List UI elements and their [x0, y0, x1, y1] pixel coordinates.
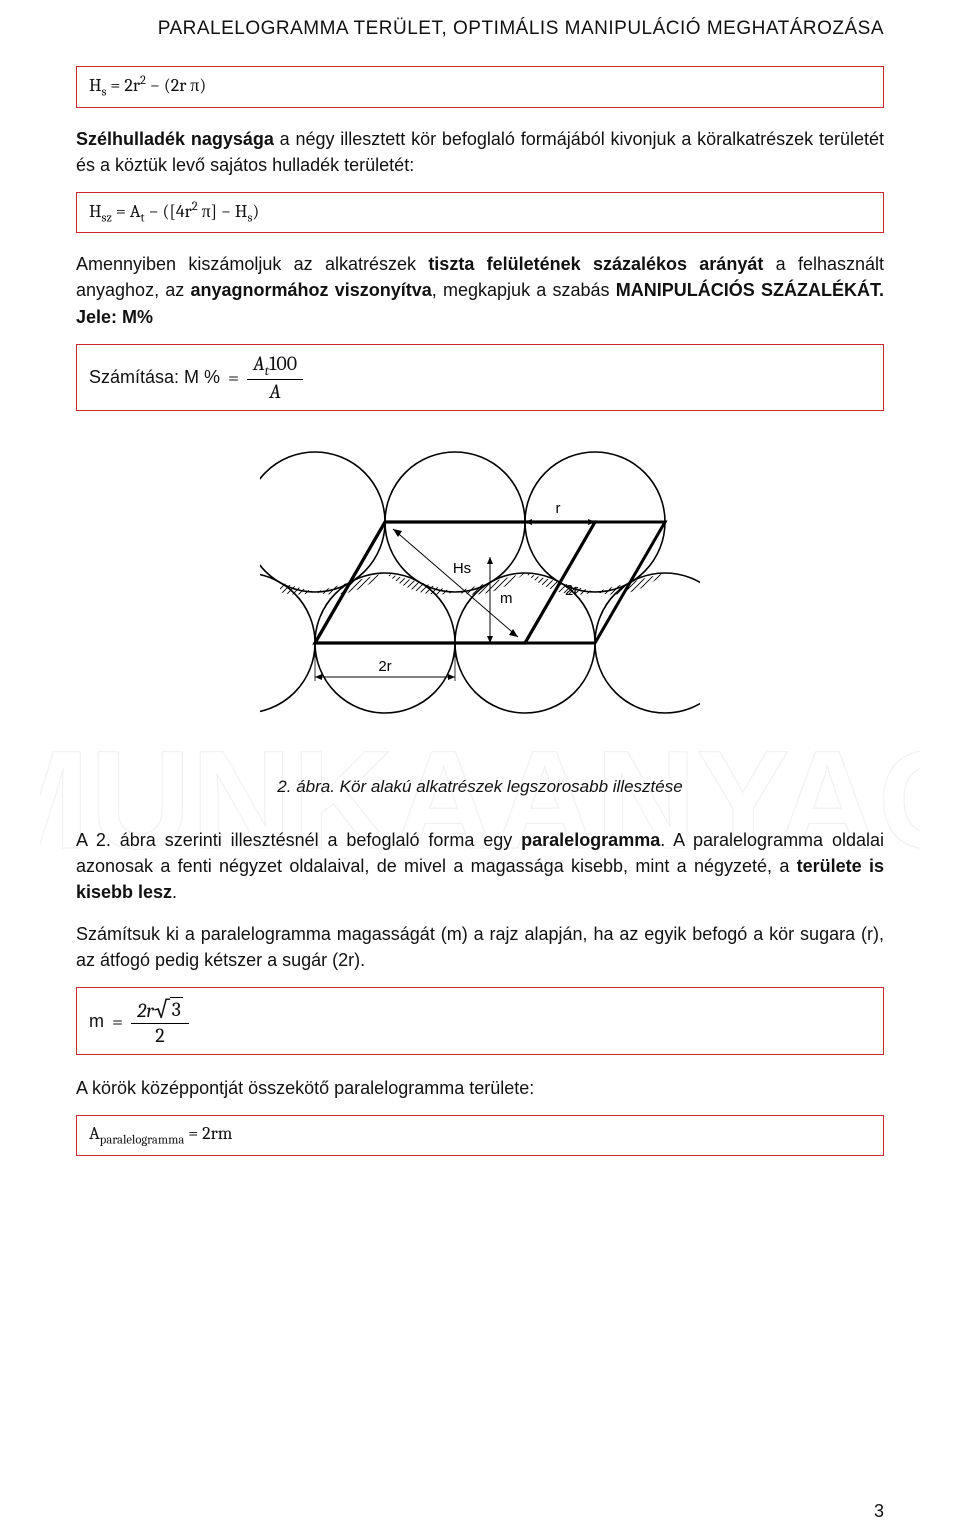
paragraph-4: Számítsuk ki a paralelogramma magasságát… — [76, 921, 884, 973]
formula-box-5: Aparalelogramma = 2rm — [76, 1115, 884, 1156]
formula-2-text: Hsz = At − ([4r2 π] − Hs) — [89, 201, 259, 222]
figure-2: r Hs m 2r 2r — [260, 447, 700, 757]
page-number: 3 — [874, 1501, 884, 1522]
formula-box-4: m = 2r√3 2 — [76, 987, 884, 1055]
svg-text:r: r — [556, 500, 561, 517]
paragraph-1: Szélhulladék nagysága a négy illesztett … — [76, 126, 884, 178]
para2-bold-b: anyagnormához viszonyítva — [191, 280, 432, 300]
para2-a: Amennyiben kiszámoljuk az alkatrészek — [76, 254, 428, 274]
formula3-label: Számítása: M % — [89, 367, 220, 388]
figure-caption: 2. ábra. Kör alakú alkatrészek legszoros… — [76, 777, 884, 797]
svg-text:2r: 2r — [378, 658, 391, 675]
page-header-title: PARALELOGRAMMA TERÜLET, OPTIMÁLIS MANIPU… — [76, 18, 884, 40]
para2-bold-a: tiszta felületének százalékos arányát — [428, 254, 763, 274]
formula3-fraction: At100 A — [247, 352, 303, 403]
para3-a: A 2. ábra szerinti illesztésnél a befogl… — [76, 830, 521, 850]
paragraph-5: A körök középpontját összekötő paralelog… — [76, 1075, 884, 1101]
formula5-text: Aparalelogramma = 2rm — [89, 1123, 232, 1144]
paragraph-2: Amennyiben kiszámoljuk az alkatrészek ti… — [76, 251, 884, 329]
formula4-fraction: 2r√3 2 — [131, 995, 189, 1047]
para1-lead: Szélhulladék nagysága — [76, 129, 274, 149]
formula4-lhs: m — [89, 1011, 104, 1032]
formula-box-2: Hsz = At − ([4r2 π] − Hs) — [76, 192, 884, 234]
svg-text:2r: 2r — [565, 582, 578, 599]
formula-box-3: Számítása: M % = At100 A — [76, 344, 884, 411]
formula-box-1: Hs = 2r2 − (2r π) — [76, 66, 884, 108]
svg-text:Hs: Hs — [453, 560, 471, 577]
formula-1-text: Hs = 2r2 − (2r π) — [89, 75, 206, 96]
paragraph-3: A 2. ábra szerinti illesztésnél a befogl… — [76, 827, 884, 905]
svg-text:m: m — [500, 590, 513, 607]
para2-c: , megkapjuk a szabás — [432, 280, 616, 300]
para3-bold: paralelogramma — [521, 830, 660, 850]
formula3-eq: = — [228, 366, 239, 389]
para3-c: . — [172, 882, 177, 902]
formula4-eq: = — [112, 1010, 123, 1033]
